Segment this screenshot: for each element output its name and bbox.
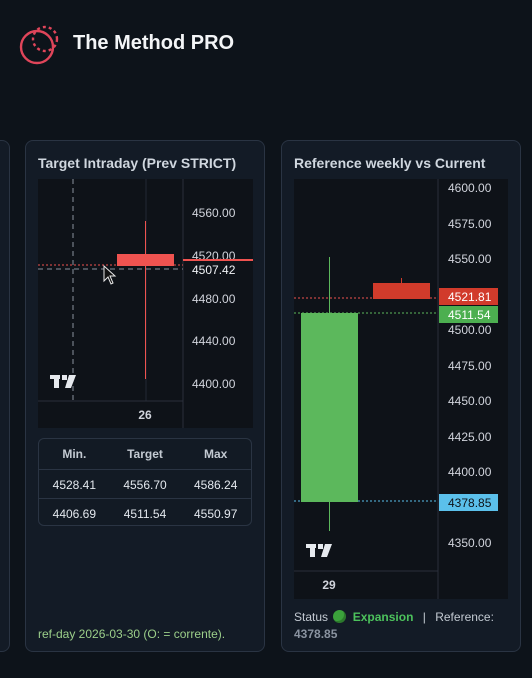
table-cell: 4550.97	[193, 506, 238, 521]
weekly-price-label: 4350.00	[448, 536, 492, 550]
weekly-panel: Reference weekly vs Current 4600.00 4575…	[281, 140, 521, 652]
table-cell: 4556.70	[123, 477, 167, 492]
reference-label: Reference:	[435, 610, 494, 624]
intraday-panel-title: Target Intraday (Prev STRICT)	[38, 155, 237, 171]
status-value: Expansion	[352, 610, 414, 624]
intraday-price-label: 4480.00	[192, 292, 236, 306]
app-logo-icon	[19, 25, 59, 65]
status-separator: |	[422, 610, 426, 624]
tradingview-logo-icon	[306, 544, 332, 557]
table-cell: 4406.69	[52, 506, 97, 521]
intraday-panel: Target Intraday (Prev STRICT) 4560.00 45…	[25, 140, 265, 652]
target-price-badge	[439, 306, 498, 323]
intraday-time-label: 26	[138, 408, 152, 422]
table-cell: 4586.24	[193, 477, 238, 492]
app-header: The Method PRO	[0, 0, 532, 90]
weekly-price-label: 4600.00	[448, 181, 492, 195]
current-price-badge	[439, 288, 498, 305]
reference-value: 4378.85	[294, 627, 338, 641]
current-candle-body	[373, 283, 430, 299]
table-cell: 4511.54	[123, 506, 167, 521]
weekly-price-label: 4400.00	[448, 465, 492, 479]
current-price-badge-value: 4521.81	[448, 290, 492, 304]
target-price-badge-value: 4511.54	[448, 308, 491, 322]
table-header-row: Min. Target Max	[39, 439, 251, 468]
status-label: Status	[294, 610, 329, 624]
weekly-price-label: 4475.00	[448, 359, 492, 373]
current-price-value: 4507.42	[192, 263, 236, 277]
table-header-min: Min.	[62, 446, 87, 461]
table-row: 4406.69 4511.54 4550.97	[39, 498, 251, 525]
intraday-price-label: 4400.00	[192, 377, 236, 391]
table-cell: 4528.41	[52, 477, 97, 492]
weekly-price-label: 4425.00	[448, 430, 492, 444]
ref-day-footnote: ref-day 2026-03-30 (O: = corrente).	[38, 627, 226, 641]
weekly-price-label: 4575.00	[448, 217, 492, 231]
left-panel-stub	[0, 140, 10, 652]
table-header-max: Max	[204, 446, 228, 461]
reference-price-badge	[439, 494, 498, 511]
table-header-target: Target	[127, 446, 163, 461]
current-price-badge	[186, 261, 246, 278]
weekly-price-label: 4500.00	[448, 323, 492, 337]
weekly-chart[interactable]: 4600.00 4575.00 4550.00 4500.00 4475.00 …	[294, 179, 508, 599]
tradingview-logo-icon	[50, 375, 76, 388]
intraday-price-label: 4560.00	[192, 206, 236, 220]
weekly-time-label: 29	[322, 578, 336, 592]
targets-table: Min. Target Max 4528.41 4556.70 4586.24 …	[38, 438, 252, 526]
weekly-candle-body	[301, 313, 358, 502]
app-title: The Method PRO	[73, 32, 235, 54]
status-line: Status Expansion | Reference:	[294, 610, 494, 624]
reference-price-badge-value: 4378.85	[448, 496, 492, 510]
table-row: 4528.41 4556.70 4586.24	[39, 469, 251, 499]
mouse-cursor-icon	[103, 264, 117, 285]
green-circle-icon	[333, 610, 347, 623]
weekly-price-label: 4450.00	[448, 394, 492, 408]
intraday-price-label: 4440.00	[192, 334, 236, 348]
weekly-price-label: 4550.00	[448, 252, 492, 266]
weekly-panel-title: Reference weekly vs Current	[294, 155, 486, 171]
intraday-chart[interactable]: 4560.00 4520.00 4480.00 4440.00 4400.00 …	[38, 179, 253, 428]
intraday-candle-body	[117, 254, 174, 266]
